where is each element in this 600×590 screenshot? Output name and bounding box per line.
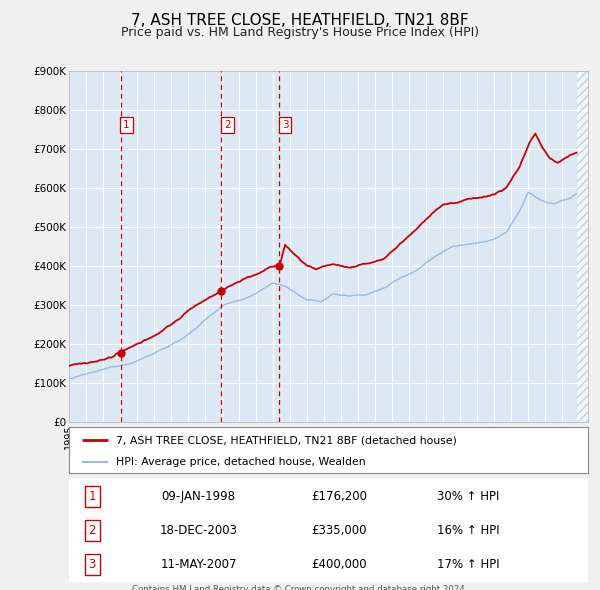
Text: 09-JAN-1998: 09-JAN-1998: [162, 490, 236, 503]
Text: £400,000: £400,000: [311, 558, 367, 571]
Text: 7, ASH TREE CLOSE, HEATHFIELD, TN21 8BF: 7, ASH TREE CLOSE, HEATHFIELD, TN21 8BF: [131, 13, 469, 28]
Text: HPI: Average price, detached house, Wealden: HPI: Average price, detached house, Weal…: [116, 457, 365, 467]
Text: £335,000: £335,000: [311, 524, 367, 537]
Text: 17% ↑ HPI: 17% ↑ HPI: [437, 558, 500, 571]
Text: 11-MAY-2007: 11-MAY-2007: [161, 558, 237, 571]
Text: 7, ASH TREE CLOSE, HEATHFIELD, TN21 8BF (detached house): 7, ASH TREE CLOSE, HEATHFIELD, TN21 8BF …: [116, 435, 457, 445]
Text: 3: 3: [282, 120, 289, 130]
Text: 18-DEC-2003: 18-DEC-2003: [160, 524, 238, 537]
Text: 16% ↑ HPI: 16% ↑ HPI: [437, 524, 500, 537]
Text: 1: 1: [123, 120, 130, 130]
Text: 2: 2: [224, 120, 230, 130]
Text: Contains HM Land Registry data © Crown copyright and database right 2024.: Contains HM Land Registry data © Crown c…: [132, 585, 468, 590]
Text: Price paid vs. HM Land Registry's House Price Index (HPI): Price paid vs. HM Land Registry's House …: [121, 26, 479, 39]
Text: £176,200: £176,200: [311, 490, 367, 503]
Text: 2: 2: [89, 524, 96, 537]
Text: 1: 1: [89, 490, 96, 503]
Text: 30% ↑ HPI: 30% ↑ HPI: [437, 490, 500, 503]
Text: 3: 3: [89, 558, 96, 571]
Bar: [577, 71, 588, 422]
